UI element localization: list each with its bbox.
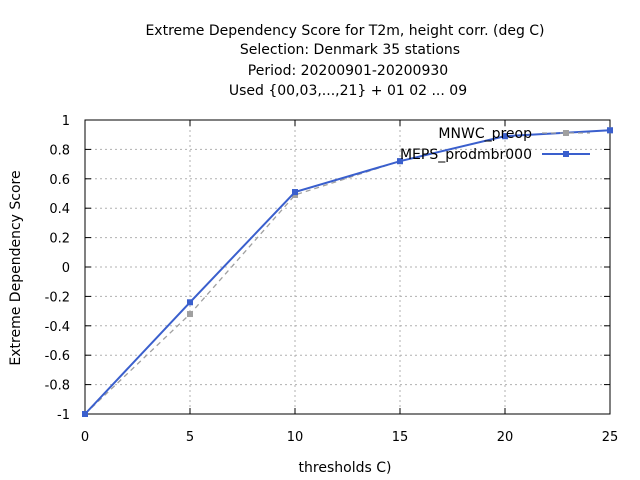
series-point-1 [82, 411, 88, 417]
y-tick-label: -0.4 [45, 320, 70, 335]
x-tick-label: 5 [186, 430, 194, 445]
y-tick-label: 1 [62, 114, 70, 129]
x-tick-label: 10 [287, 430, 304, 445]
series-point-1 [292, 189, 298, 196]
grid [85, 120, 610, 414]
legend-marker-1 [563, 151, 569, 157]
y-tick-label: -0.8 [45, 379, 70, 394]
legend-label-1: MEPS_prodmbr000 [400, 147, 532, 163]
x-tick-label: 0 [81, 430, 89, 445]
chart-title: Extreme Dependency Score for T2m, height… [145, 23, 544, 99]
series-point-1 [397, 158, 403, 165]
legend-label-0: MNWC_preop [438, 126, 532, 142]
y-axis-label: Extreme Dependency Score [8, 170, 24, 365]
series-point-1 [502, 133, 508, 140]
series-line-0 [84, 129, 611, 415]
y-tick-label: 0.6 [49, 173, 70, 188]
legend: MNWC_preop MEPS_prodmbr000 [400, 126, 590, 163]
title-line-2: Selection: Denmark 35 stations [240, 42, 460, 58]
y-axis-ticks: -1 -0.8 -0.6 -0.4 -0.2 0 0.2 0.4 0.6 0.8 1 [45, 114, 610, 423]
series-point-0 [187, 311, 193, 318]
y-tick-label: -1 [57, 408, 70, 423]
series-line-1 [84, 129, 611, 415]
y-tick-label: 0 [62, 261, 70, 276]
x-axis-ticks: 0 5 10 15 20 25 [81, 120, 618, 445]
y-tick-label: 0.4 [49, 202, 70, 217]
y-tick-label: -0.2 [45, 290, 70, 305]
x-tick-label: 15 [392, 430, 409, 445]
y-tick-label: 0.2 [49, 232, 70, 247]
y-tick-label: -0.6 [45, 349, 70, 364]
title-line-1: Extreme Dependency Score for T2m, height… [145, 23, 544, 39]
x-tick-label: 20 [497, 430, 514, 445]
legend-marker-0 [563, 130, 569, 136]
series-point-1 [607, 127, 613, 134]
series [82, 127, 613, 417]
title-line-4: Used {00,03,...,21} + 01 02 ... 09 [229, 83, 467, 99]
series-point-1 [187, 299, 193, 306]
x-tick-label: 25 [602, 430, 619, 445]
title-line-3: Period: 20200901-20200930 [248, 63, 448, 79]
y-tick-label: 0.8 [49, 143, 70, 158]
x-axis-label: thresholds C) [299, 460, 392, 476]
